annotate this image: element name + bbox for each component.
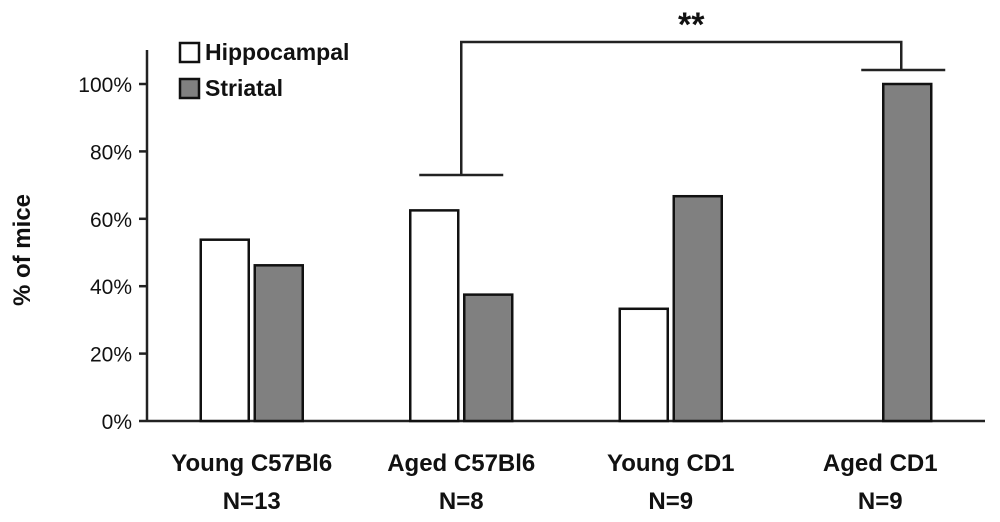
y-axis-ticks: 0% 20% 40% 60% 80% 100% [78,74,147,434]
legend-swatch-striatal [178,77,201,100]
x-category-label: Young C57Bl6 [171,450,332,477]
y-tick-label: 20% [90,344,132,367]
x-sample-size-label: N=9 [858,488,903,515]
y-tick-label: 60% [90,209,132,232]
bar-hippocampal-2 [618,307,669,423]
bar-striatal-0 [253,264,304,423]
x-axis-labels: Young C57Bl6 N=13 Aged C57Bl6 N=8 Young CD1 N… [171,450,937,515]
y-axis-title: % of mice [9,194,36,306]
bar-hippocampal-1 [409,209,460,423]
x-sample-size-label: N=9 [648,488,693,515]
x-category-label: Aged C57Bl6 [387,450,535,477]
y-tick-label: 100% [78,74,132,97]
significance-annotation: ** [419,6,946,177]
y-tick-label: 80% [90,141,132,164]
legend: Hippocampal Striatal [178,39,349,101]
legend-swatch-hippocampal [178,41,201,64]
bar-striatal-2 [672,194,723,423]
legend-label-hippocampal: Hippocampal [205,39,349,65]
bar-hippocampal-0 [199,238,250,423]
x-category-label: Aged CD1 [823,450,938,477]
x-sample-size-label: N=13 [223,488,281,515]
x-sample-size-label: N=8 [439,488,484,515]
x-category-label: Young CD1 [607,450,735,477]
bar-striatal-3 [882,82,933,423]
bracket-line [460,40,903,175]
significance-label: ** [678,6,705,44]
bar-striatal-1 [463,293,514,423]
y-tick-label: 0% [102,411,132,434]
bars [199,82,933,423]
legend-label-striatal: Striatal [205,75,283,101]
y-tick-label: 40% [90,276,132,299]
